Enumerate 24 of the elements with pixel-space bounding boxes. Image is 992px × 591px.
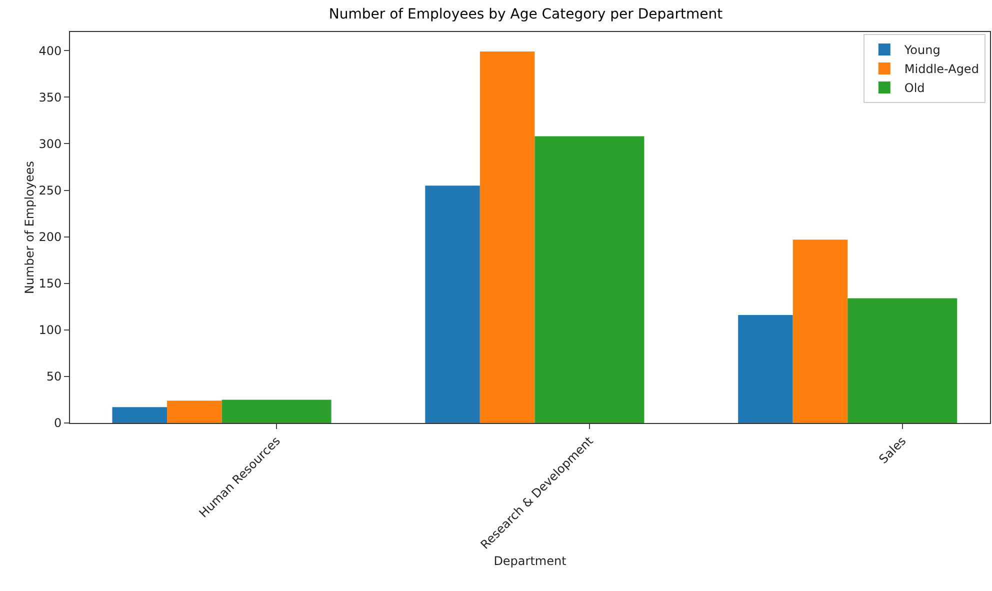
legend-label: Young (903, 43, 940, 58)
bar (425, 186, 480, 423)
chart-title: Number of Employees by Age Category per Department (328, 6, 724, 23)
y-tick-label: 0 (54, 416, 62, 430)
y-tick-label: 200 (38, 230, 62, 244)
bar (848, 298, 958, 423)
y-tick-label: 150 (38, 276, 62, 291)
y-axis-title: Number of Employees (22, 160, 37, 294)
bar (480, 52, 535, 423)
bar (792, 240, 848, 423)
y-tick-label: 400 (38, 44, 62, 58)
y-tick-label: 300 (38, 136, 62, 151)
y-tick-label: 100 (38, 323, 62, 338)
y-tick-label: 250 (38, 183, 62, 198)
y-tick-label: 350 (38, 90, 62, 104)
bar (112, 407, 168, 423)
bar (738, 315, 793, 423)
bar (167, 400, 222, 423)
x-axis-title: Department (494, 554, 567, 568)
bar (534, 136, 644, 423)
legend-label: Middle-Aged (904, 62, 979, 76)
bar (222, 400, 332, 423)
y-tick-label: 50 (46, 370, 62, 384)
legend-label: Old (904, 81, 925, 96)
